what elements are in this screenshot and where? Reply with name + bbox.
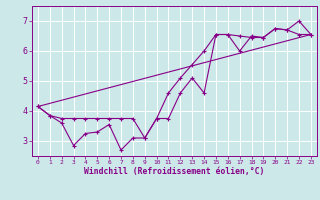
X-axis label: Windchill (Refroidissement éolien,°C): Windchill (Refroidissement éolien,°C) [84, 167, 265, 176]
